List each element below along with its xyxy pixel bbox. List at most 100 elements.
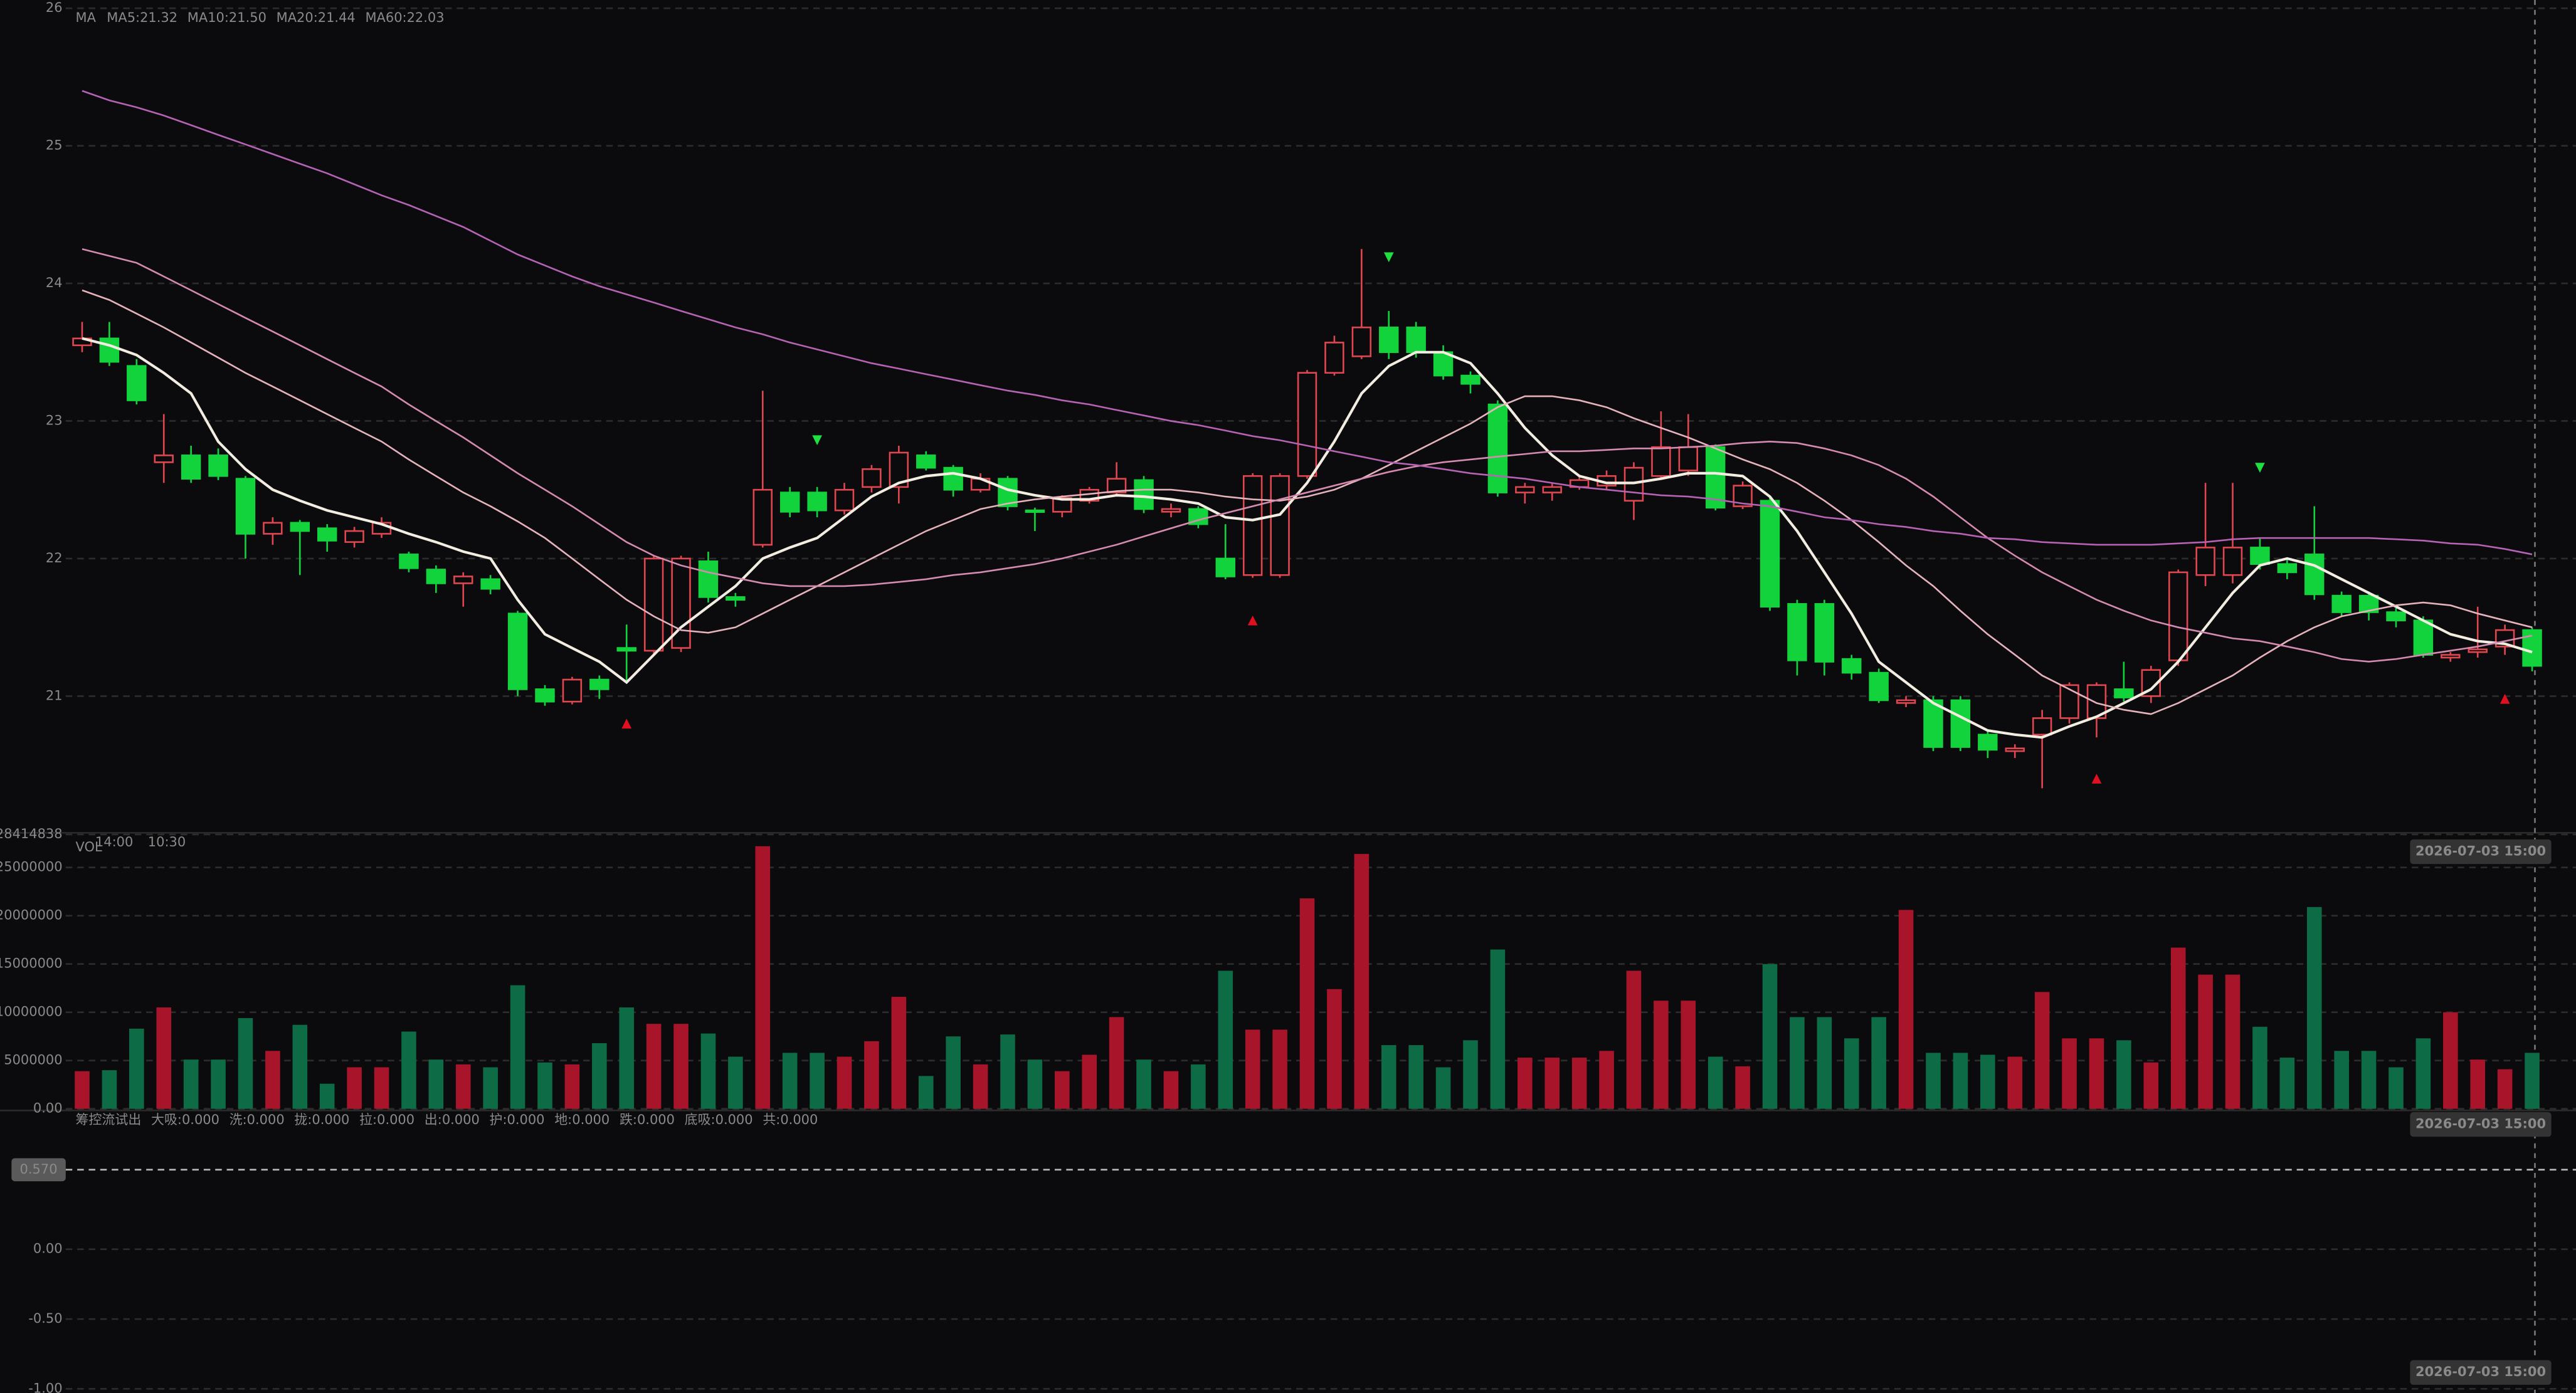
y-tick-label: 25000000 [0, 859, 63, 875]
candle-body [2441, 654, 2461, 659]
candle-body [752, 488, 773, 546]
volume-bar [564, 1064, 580, 1109]
volume-bar [401, 1031, 416, 1109]
volume-bar [755, 846, 771, 1109]
y-tick-label: 23 [46, 413, 63, 428]
y-tick-label: 24 [46, 275, 63, 290]
candle-body [1242, 475, 1263, 576]
volume-bar [973, 1064, 988, 1109]
volume-bar [918, 1076, 934, 1109]
volume-bar [238, 1017, 253, 1109]
candle-body [1215, 557, 1236, 577]
volume-bar [1327, 989, 1342, 1109]
volume-bar [2361, 1051, 2377, 1109]
volume-bar [2443, 1012, 2458, 1109]
candle-body [208, 455, 228, 477]
candle-body [453, 576, 473, 584]
volume-bar [319, 1083, 335, 1109]
volume-bar [1518, 1058, 1533, 1109]
candle-body [1188, 508, 1208, 525]
y-tick-label: -1.00 [28, 1380, 62, 1393]
volume-bar [1599, 1051, 1614, 1109]
volume-bar [1191, 1064, 1206, 1109]
candle-body [235, 478, 256, 535]
legend-title: MA [76, 10, 97, 25]
volume-bar [1817, 1017, 1832, 1109]
candle-body [726, 596, 746, 601]
candle-body [480, 578, 500, 590]
candle-body [317, 527, 337, 542]
candle-body [263, 522, 283, 535]
ma-line [82, 90, 2533, 555]
candle-body [2195, 547, 2215, 576]
current-value-label: 0.570 [20, 1162, 58, 1177]
volume-bar [810, 1053, 825, 1109]
candle-body [181, 455, 201, 480]
candle-body [616, 647, 636, 652]
time-label: 14:00 [95, 834, 133, 849]
legend-item: 底吸:0.000 [685, 1112, 753, 1127]
sell-marker [1383, 252, 1394, 263]
legend-item: 拢:0.000 [294, 1112, 349, 1127]
y-tick-label: 25 [46, 138, 63, 153]
volume-bar [700, 1033, 716, 1109]
time-label: 10:30 [148, 834, 186, 849]
legend-item: 地:0.000 [554, 1112, 610, 1127]
candle-body [698, 560, 719, 598]
candle-body [1161, 508, 1181, 513]
candle-body [1270, 475, 1290, 576]
time-box [2410, 1360, 2552, 1385]
candle-body [1842, 658, 1862, 674]
candle-body [1651, 446, 1671, 477]
candle-body [589, 678, 610, 690]
buy-marker [2091, 774, 2102, 784]
volume-bar [1844, 1038, 1859, 1109]
ma-line [82, 289, 2533, 715]
volume-bar [1681, 1001, 1696, 1109]
candle-body [2222, 547, 2243, 576]
candle-body [1351, 326, 1372, 357]
candle-body [862, 468, 882, 488]
volume-bar [592, 1043, 607, 1109]
sell-marker [812, 435, 822, 446]
volume-bar [75, 1071, 90, 1109]
volume-bar [1163, 1071, 1179, 1109]
candle-body [943, 466, 963, 491]
sell-marker [2255, 463, 2265, 473]
y-tick-label: -0.50 [28, 1311, 62, 1326]
volume-bar [1354, 854, 1370, 1109]
candle-body [2304, 554, 2325, 596]
volume-bar [1136, 1059, 1151, 1109]
buy-marker [2499, 693, 2510, 704]
volume-bar [1381, 1045, 1396, 1109]
volume-bar [537, 1062, 552, 1109]
volume-bar [374, 1067, 389, 1109]
volume-bar [1272, 1029, 1287, 1109]
volume-bar [1245, 1029, 1260, 1109]
candle-body [1705, 446, 1726, 509]
candle-body [344, 530, 364, 543]
volume-bar [129, 1028, 144, 1109]
volume-bar [1299, 898, 1315, 1109]
legend-item: 大吸:0.000 [151, 1112, 219, 1127]
panel-title: 筹控流试出 [76, 1112, 142, 1127]
candle-body [2114, 688, 2134, 698]
volume-bar [864, 1041, 879, 1109]
candle-body [154, 455, 174, 463]
legend-item: 拉:0.000 [359, 1112, 414, 1127]
volume-bar [1435, 1067, 1451, 1109]
volume-bar [1109, 1017, 1124, 1109]
volume-bar [1000, 1034, 1015, 1109]
volume-bar [265, 1051, 280, 1109]
volume-bar [292, 1024, 308, 1109]
legend-item: 跌:0.000 [620, 1112, 675, 1127]
crosshair-time: 2026-07-03 15:00 [2415, 1117, 2546, 1132]
volume-bar [2198, 974, 2213, 1109]
volume-bar [156, 1007, 172, 1109]
candle-body [2386, 611, 2406, 621]
volume-bar [1871, 1017, 1886, 1109]
volume-bar [2415, 1038, 2431, 1109]
volume-bar [1898, 910, 1914, 1109]
volume-bar [1953, 1053, 1968, 1109]
